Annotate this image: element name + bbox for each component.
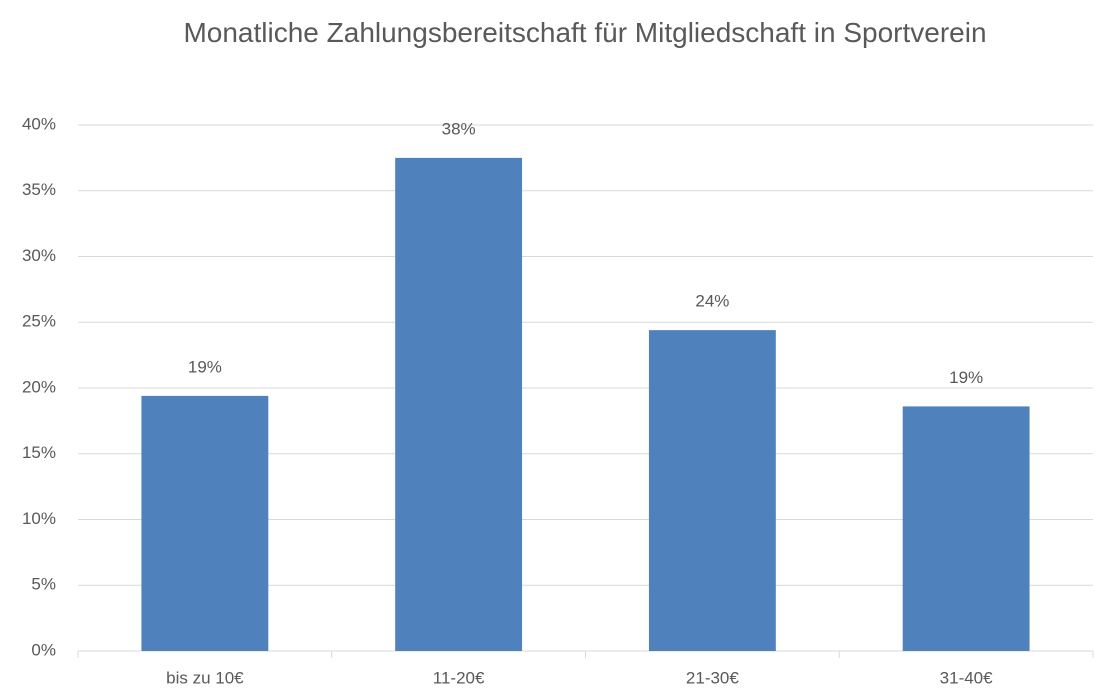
bar — [648, 330, 776, 651]
bar — [395, 157, 523, 651]
y-tick-label: 40% — [22, 114, 56, 133]
chart-title: Monatliche Zahlungsbereitschaft für Mitg… — [183, 17, 987, 48]
data-label: 24% — [695, 292, 729, 311]
y-tick-label: 10% — [22, 509, 56, 528]
data-label: 38% — [442, 119, 476, 138]
data-label: 19% — [188, 357, 222, 376]
y-tick-label: 30% — [22, 246, 56, 265]
y-tick-label: 25% — [22, 312, 56, 331]
data-label: 19% — [949, 368, 983, 387]
x-tick-label: 11-20€ — [433, 668, 485, 687]
y-tick-label: 0% — [31, 640, 56, 659]
x-tick-label: bis zu 10€ — [166, 668, 244, 687]
y-tick-label: 5% — [31, 575, 56, 594]
bar — [902, 406, 1030, 651]
y-tick-label: 20% — [22, 377, 56, 396]
x-tick-label: 31-40€ — [940, 668, 993, 687]
x-tick-label: 21-30€ — [686, 668, 739, 687]
y-tick-label: 15% — [22, 443, 56, 462]
y-tick-label: 35% — [22, 180, 56, 199]
bar — [141, 395, 269, 651]
